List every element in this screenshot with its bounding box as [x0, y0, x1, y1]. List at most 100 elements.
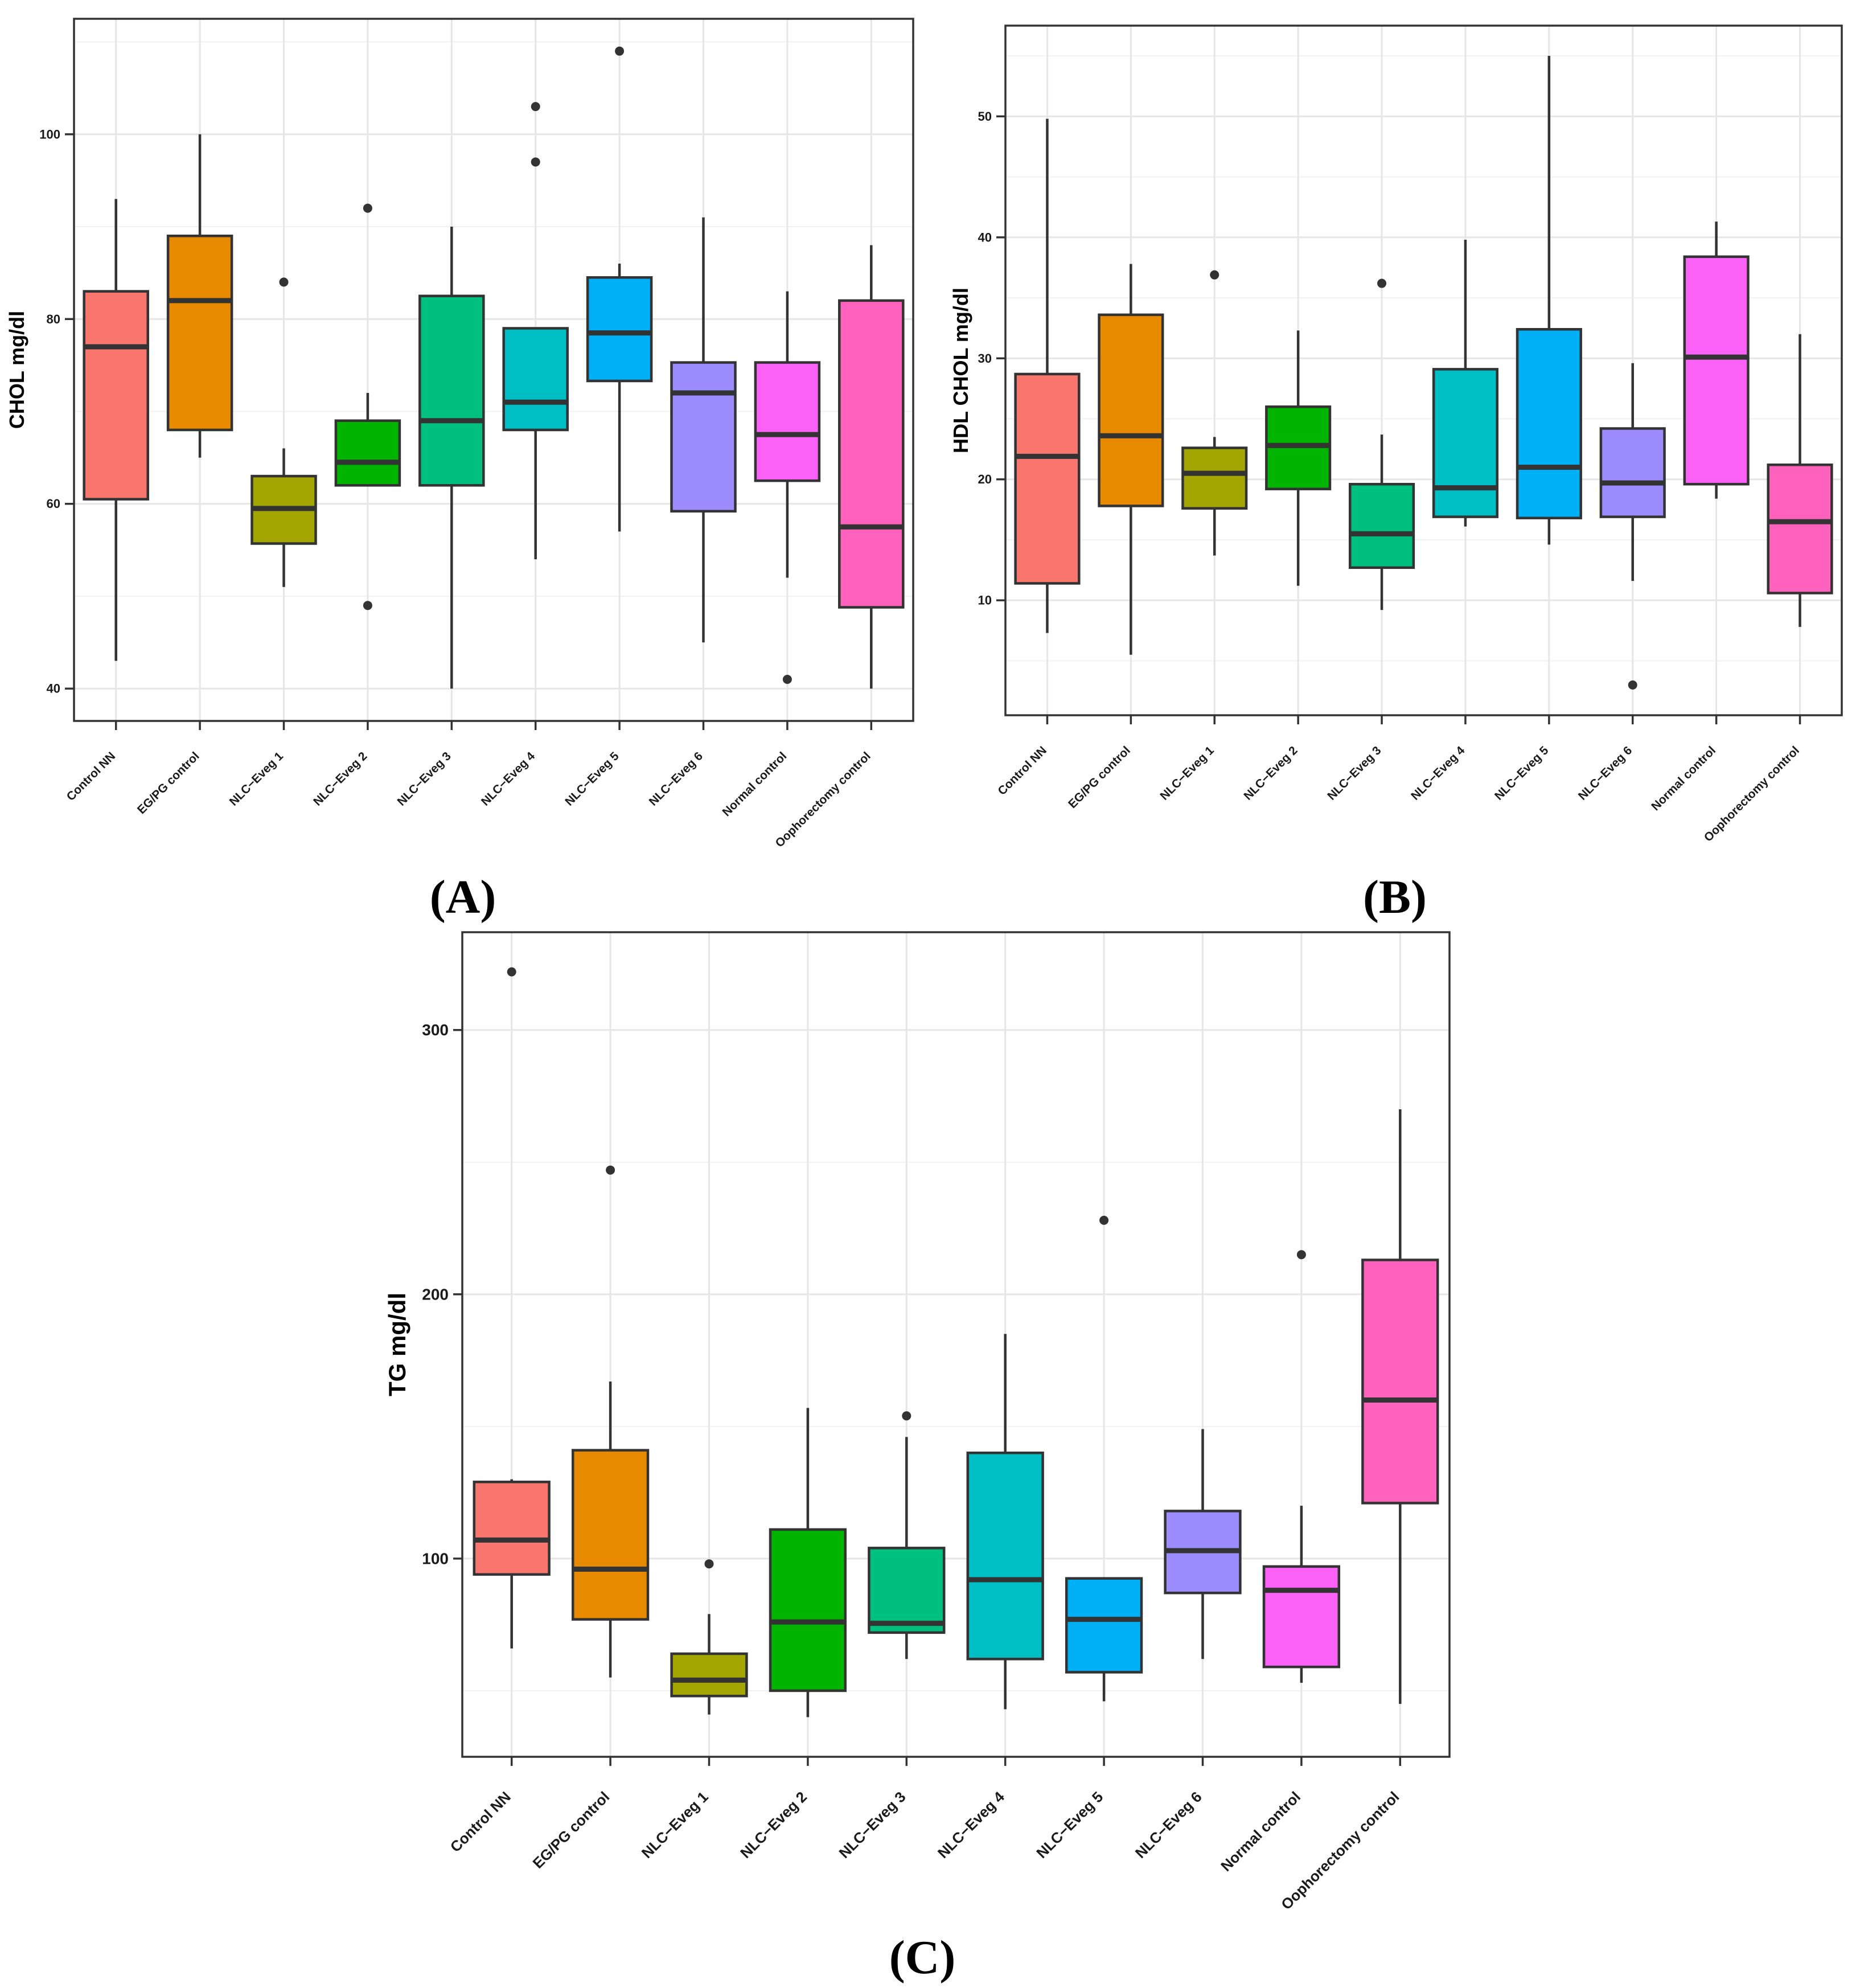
iqr-box [1014, 372, 1081, 585]
y-tick-label: 300 [422, 1021, 449, 1039]
y-axis-title: TG mg/dl [384, 1293, 410, 1396]
iqr-box [769, 1528, 847, 1692]
outlier-point [1377, 278, 1387, 288]
iqr-box [1065, 1577, 1143, 1674]
outlier-point [782, 674, 792, 684]
outlier-point [1296, 1250, 1306, 1260]
x-tick-label: NLC−Eveg 2 [1241, 744, 1300, 802]
box-a-5 [418, 227, 485, 689]
box-c-5 [868, 1411, 946, 1659]
x-tick-label: NLC−Eveg 5 [562, 749, 622, 809]
y-tick-label: 40 [978, 230, 992, 244]
box-c-10 [1361, 1109, 1439, 1704]
box-b-3 [1181, 270, 1248, 556]
y-axis-title: HDL CHOL mg/dl [949, 288, 972, 453]
box-b-9 [1683, 222, 1750, 499]
outlier-point [363, 203, 372, 213]
outlier-point [279, 277, 289, 287]
box-a-8 [670, 217, 737, 643]
box-a-6 [502, 102, 569, 560]
iqr-box [166, 235, 233, 432]
iqr-box [502, 327, 569, 432]
iqr-box [1599, 427, 1666, 518]
x-tick-label: Control NN [995, 744, 1049, 798]
box-c-9 [1262, 1250, 1341, 1683]
x-tick-label: NLC−Eveg 4 [479, 749, 538, 809]
y-tick-label: 40 [47, 682, 60, 696]
y-tick-label: 200 [422, 1285, 449, 1303]
y-tick-label: 100 [39, 127, 60, 141]
box-a-3 [251, 277, 317, 587]
box-b-4 [1265, 330, 1332, 586]
x-tick-label: NLC−Eveg 5 [1492, 744, 1551, 803]
box-c-6 [966, 1334, 1044, 1710]
iqr-box [418, 294, 485, 487]
box-b-6 [1432, 240, 1499, 527]
plot-border [73, 18, 914, 722]
outlier-point [1210, 270, 1219, 280]
iqr-box [1098, 313, 1164, 507]
iqr-box [670, 361, 737, 513]
outlier-point [531, 157, 540, 167]
iqr-box [1767, 463, 1833, 595]
x-tick-label: NLC−Eveg 3 [1325, 744, 1383, 802]
x-tick-label: NLC−Eveg 5 [1033, 1788, 1106, 1862]
iqr-box [966, 1452, 1044, 1661]
outlier-point [704, 1559, 714, 1569]
x-tick-label: NLC−Eveg 1 [227, 749, 286, 809]
x-tick-label: NLC−Eveg 3 [836, 1788, 909, 1862]
box-a-9 [754, 291, 821, 684]
x-tick-label: Control NN [447, 1788, 514, 1855]
iqr-box [670, 1652, 748, 1698]
y-axis-title: CHOL mg/dl [5, 311, 28, 429]
box-c-2 [571, 1165, 650, 1678]
iqr-box [1683, 255, 1750, 486]
box-a-1 [83, 199, 149, 661]
y-tick-label: 100 [422, 1550, 449, 1567]
x-tick-label: NLC−Eveg 4 [1409, 744, 1468, 803]
panel-label: (B) [1363, 871, 1427, 924]
iqr-box [1181, 446, 1248, 510]
box-c-8 [1164, 1429, 1242, 1659]
x-tick-label: EG/PG control [1066, 744, 1133, 811]
x-tick-label: NLC−Eveg 1 [1157, 744, 1217, 803]
box-b-2 [1098, 264, 1164, 655]
box-c-3 [670, 1559, 748, 1715]
iqr-box [1361, 1259, 1439, 1505]
outlier-point [1099, 1215, 1109, 1225]
y-tick-label: 30 [978, 351, 992, 366]
iqr-box [838, 299, 905, 609]
x-tick-label: NLC−Eveg 4 [934, 1788, 1008, 1862]
x-tick-label: Normal control [1649, 744, 1718, 813]
x-tick-label: NLC−Eveg 3 [395, 749, 453, 808]
x-tick-label: Oophorectomy control [1702, 744, 1802, 844]
outlier-point [902, 1411, 911, 1421]
outlier-point [507, 967, 516, 977]
iqr-box [1516, 328, 1582, 519]
x-tick-label: NLC−Eveg 6 [647, 749, 705, 808]
panel-label: (C) [889, 1931, 956, 1984]
plot-border [1004, 24, 1843, 716]
box-c-4 [769, 1408, 847, 1718]
y-tick-label: 20 [978, 472, 992, 486]
box-a-2 [166, 134, 233, 458]
box-c-1 [473, 967, 551, 1649]
iqr-box [586, 276, 653, 383]
iqr-box [473, 1481, 551, 1576]
box-a-10 [838, 245, 905, 689]
x-tick-label: Normal control [1217, 1788, 1304, 1875]
iqr-box [1262, 1565, 1341, 1669]
y-tick-label: 10 [978, 593, 992, 608]
x-tick-label: NLC−Eveg 6 [1132, 1788, 1205, 1862]
x-tick-label: EG/PG control [135, 749, 202, 817]
chart-panel-b: 10 20 30 40 50 Control NN EG/PG control NLC−Eve… [949, 24, 1843, 924]
box-b-7 [1516, 56, 1582, 545]
x-tick-label: Control NN [64, 749, 118, 804]
y-tick-label: 50 [978, 109, 992, 124]
box-a-4 [334, 203, 401, 610]
outlier-point [363, 601, 372, 610]
x-tick-label: NLC−Eveg 1 [638, 1788, 712, 1862]
x-tick-label: Normal control [720, 749, 790, 819]
panel-label: (A) [430, 871, 496, 924]
